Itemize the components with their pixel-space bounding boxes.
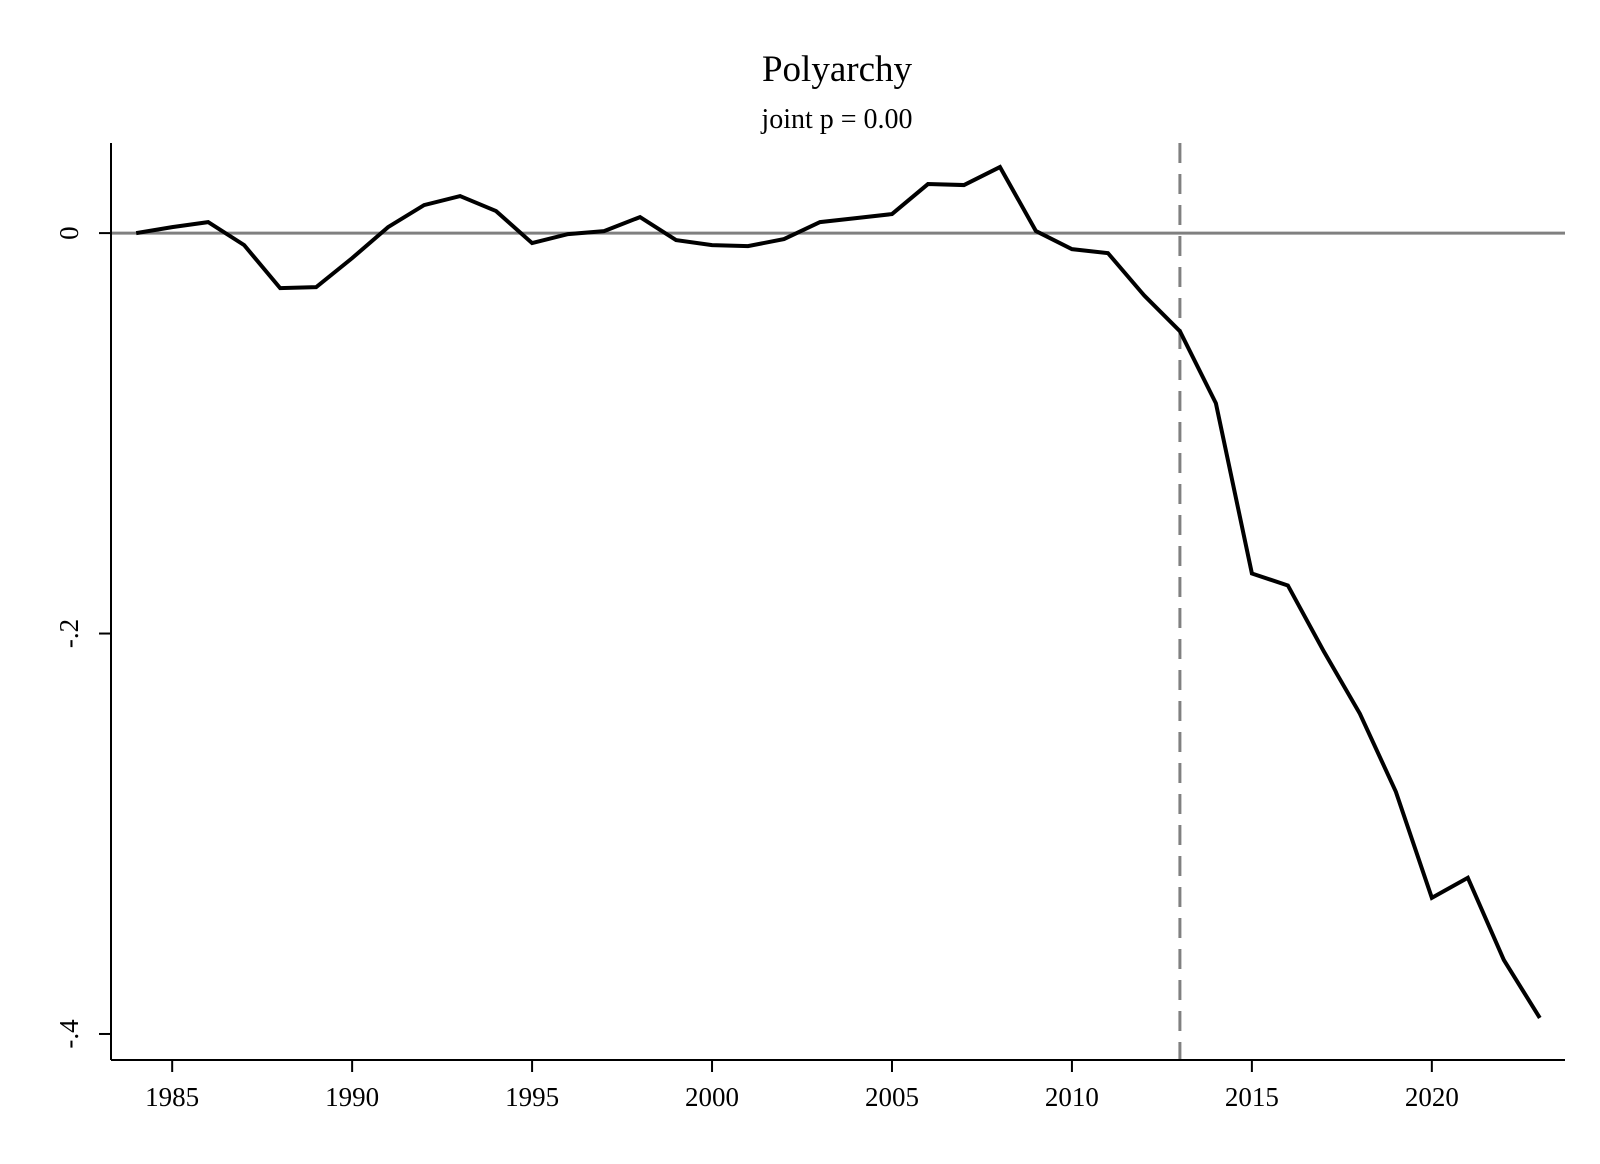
x-tick-label: 2005 — [865, 1082, 919, 1112]
y-tick-label: -.4 — [54, 1019, 84, 1049]
y-tick-label: 0 — [54, 226, 84, 240]
x-tick-label: 2010 — [1045, 1082, 1099, 1112]
reference-lines — [111, 143, 1565, 1060]
y-tick-label: -.2 — [54, 619, 84, 648]
x-tick-label: 1995 — [505, 1082, 559, 1112]
series-layer — [135, 164, 1542, 1020]
x-tick-label: 1985 — [145, 1082, 199, 1112]
x-tick-label: 2015 — [1225, 1082, 1279, 1112]
axes: 1985 1990 1995 2000 2005 2010 2015 2020 0 -.2 -.4 — [54, 143, 1565, 1112]
polyarchy-series-line — [135, 164, 1542, 1020]
x-tick-label: 2020 — [1405, 1082, 1459, 1112]
x-tick-label: 2000 — [685, 1082, 739, 1112]
chart-subtitle: joint p = 0.00 — [760, 104, 912, 135]
chart-title: Polyarchy — [762, 49, 913, 90]
x-tick-label: 1990 — [325, 1082, 379, 1112]
